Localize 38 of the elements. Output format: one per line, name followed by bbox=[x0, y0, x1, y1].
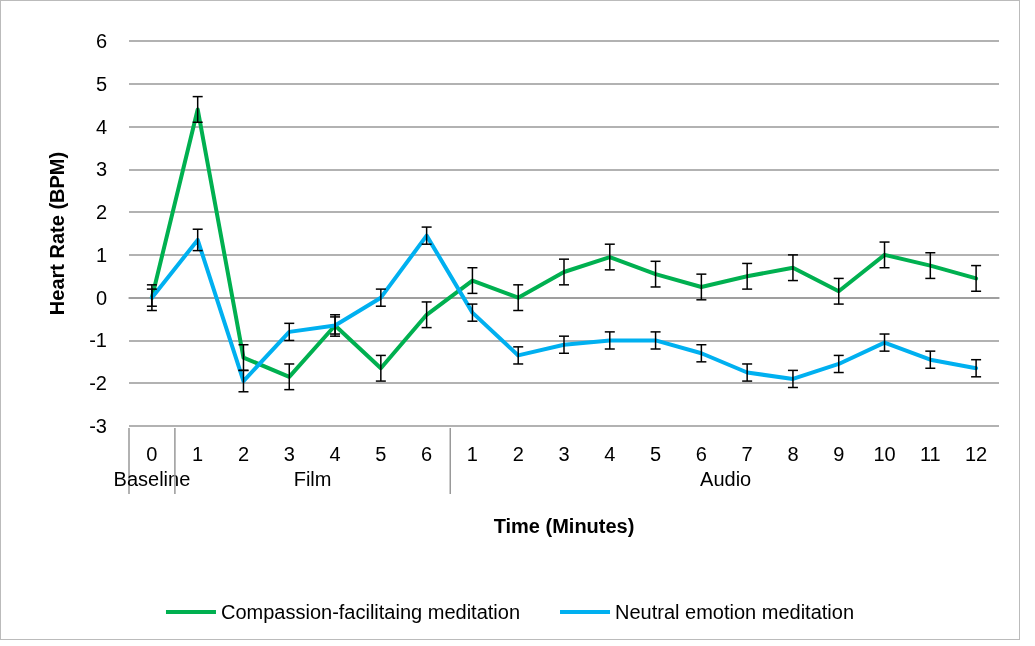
y-tick-label: 2 bbox=[95, 201, 107, 224]
text: Baseline bbox=[113, 468, 191, 490]
y-tick-label: -3 bbox=[89, 415, 107, 437]
line-series bbox=[149, 233, 979, 384]
line-series bbox=[149, 107, 979, 379]
x-tick-label: 1 bbox=[466, 443, 478, 465]
x-tick-label: 2 bbox=[237, 443, 250, 465]
x-tick-label: 4 bbox=[329, 443, 341, 465]
y-tick-label: 0 bbox=[95, 286, 107, 309]
x-tick-label: 6 bbox=[695, 443, 707, 465]
y-tick-label: -2 bbox=[89, 372, 107, 395]
x-tick-label: 3 bbox=[283, 443, 295, 465]
x-tick-label: 10 bbox=[873, 443, 896, 465]
text: Film bbox=[293, 468, 332, 490]
x-tick-label: 12 bbox=[964, 443, 988, 465]
y-axis-title: Heart Rate (BPM) bbox=[46, 151, 68, 316]
x-tick-label: 1 bbox=[192, 443, 204, 465]
x-tick-label: 5 bbox=[375, 443, 387, 465]
y-tick-label: 3 bbox=[95, 158, 107, 181]
x-tick-label: 0 bbox=[146, 443, 158, 465]
y-tick-label: 6 bbox=[95, 30, 107, 52]
y-tick-label: -1 bbox=[89, 329, 107, 352]
x-axis-title: Time (Minutes) bbox=[493, 515, 635, 537]
x-tick-label: 5 bbox=[650, 443, 662, 465]
x-tick-label: 9 bbox=[833, 443, 845, 465]
text: Audio bbox=[700, 468, 752, 490]
legend-label: Neutral emotion meditation bbox=[615, 601, 855, 623]
y-tick-label: 4 bbox=[95, 115, 107, 138]
legend-label: Compassion-facilitaing meditation bbox=[220, 601, 521, 623]
x-tick-label: 6 bbox=[421, 443, 433, 465]
x-tick-label: 7 bbox=[741, 443, 753, 465]
x-tick-label: 8 bbox=[787, 443, 799, 465]
y-tick-label: 1 bbox=[95, 243, 107, 266]
y-tick-label: 5 bbox=[95, 72, 107, 95]
x-tick-label: 4 bbox=[604, 443, 616, 465]
x-tick-label: 2 bbox=[512, 443, 524, 465]
x-tick-label: 3 bbox=[558, 443, 570, 465]
x-tick-label: 11 bbox=[919, 443, 941, 465]
